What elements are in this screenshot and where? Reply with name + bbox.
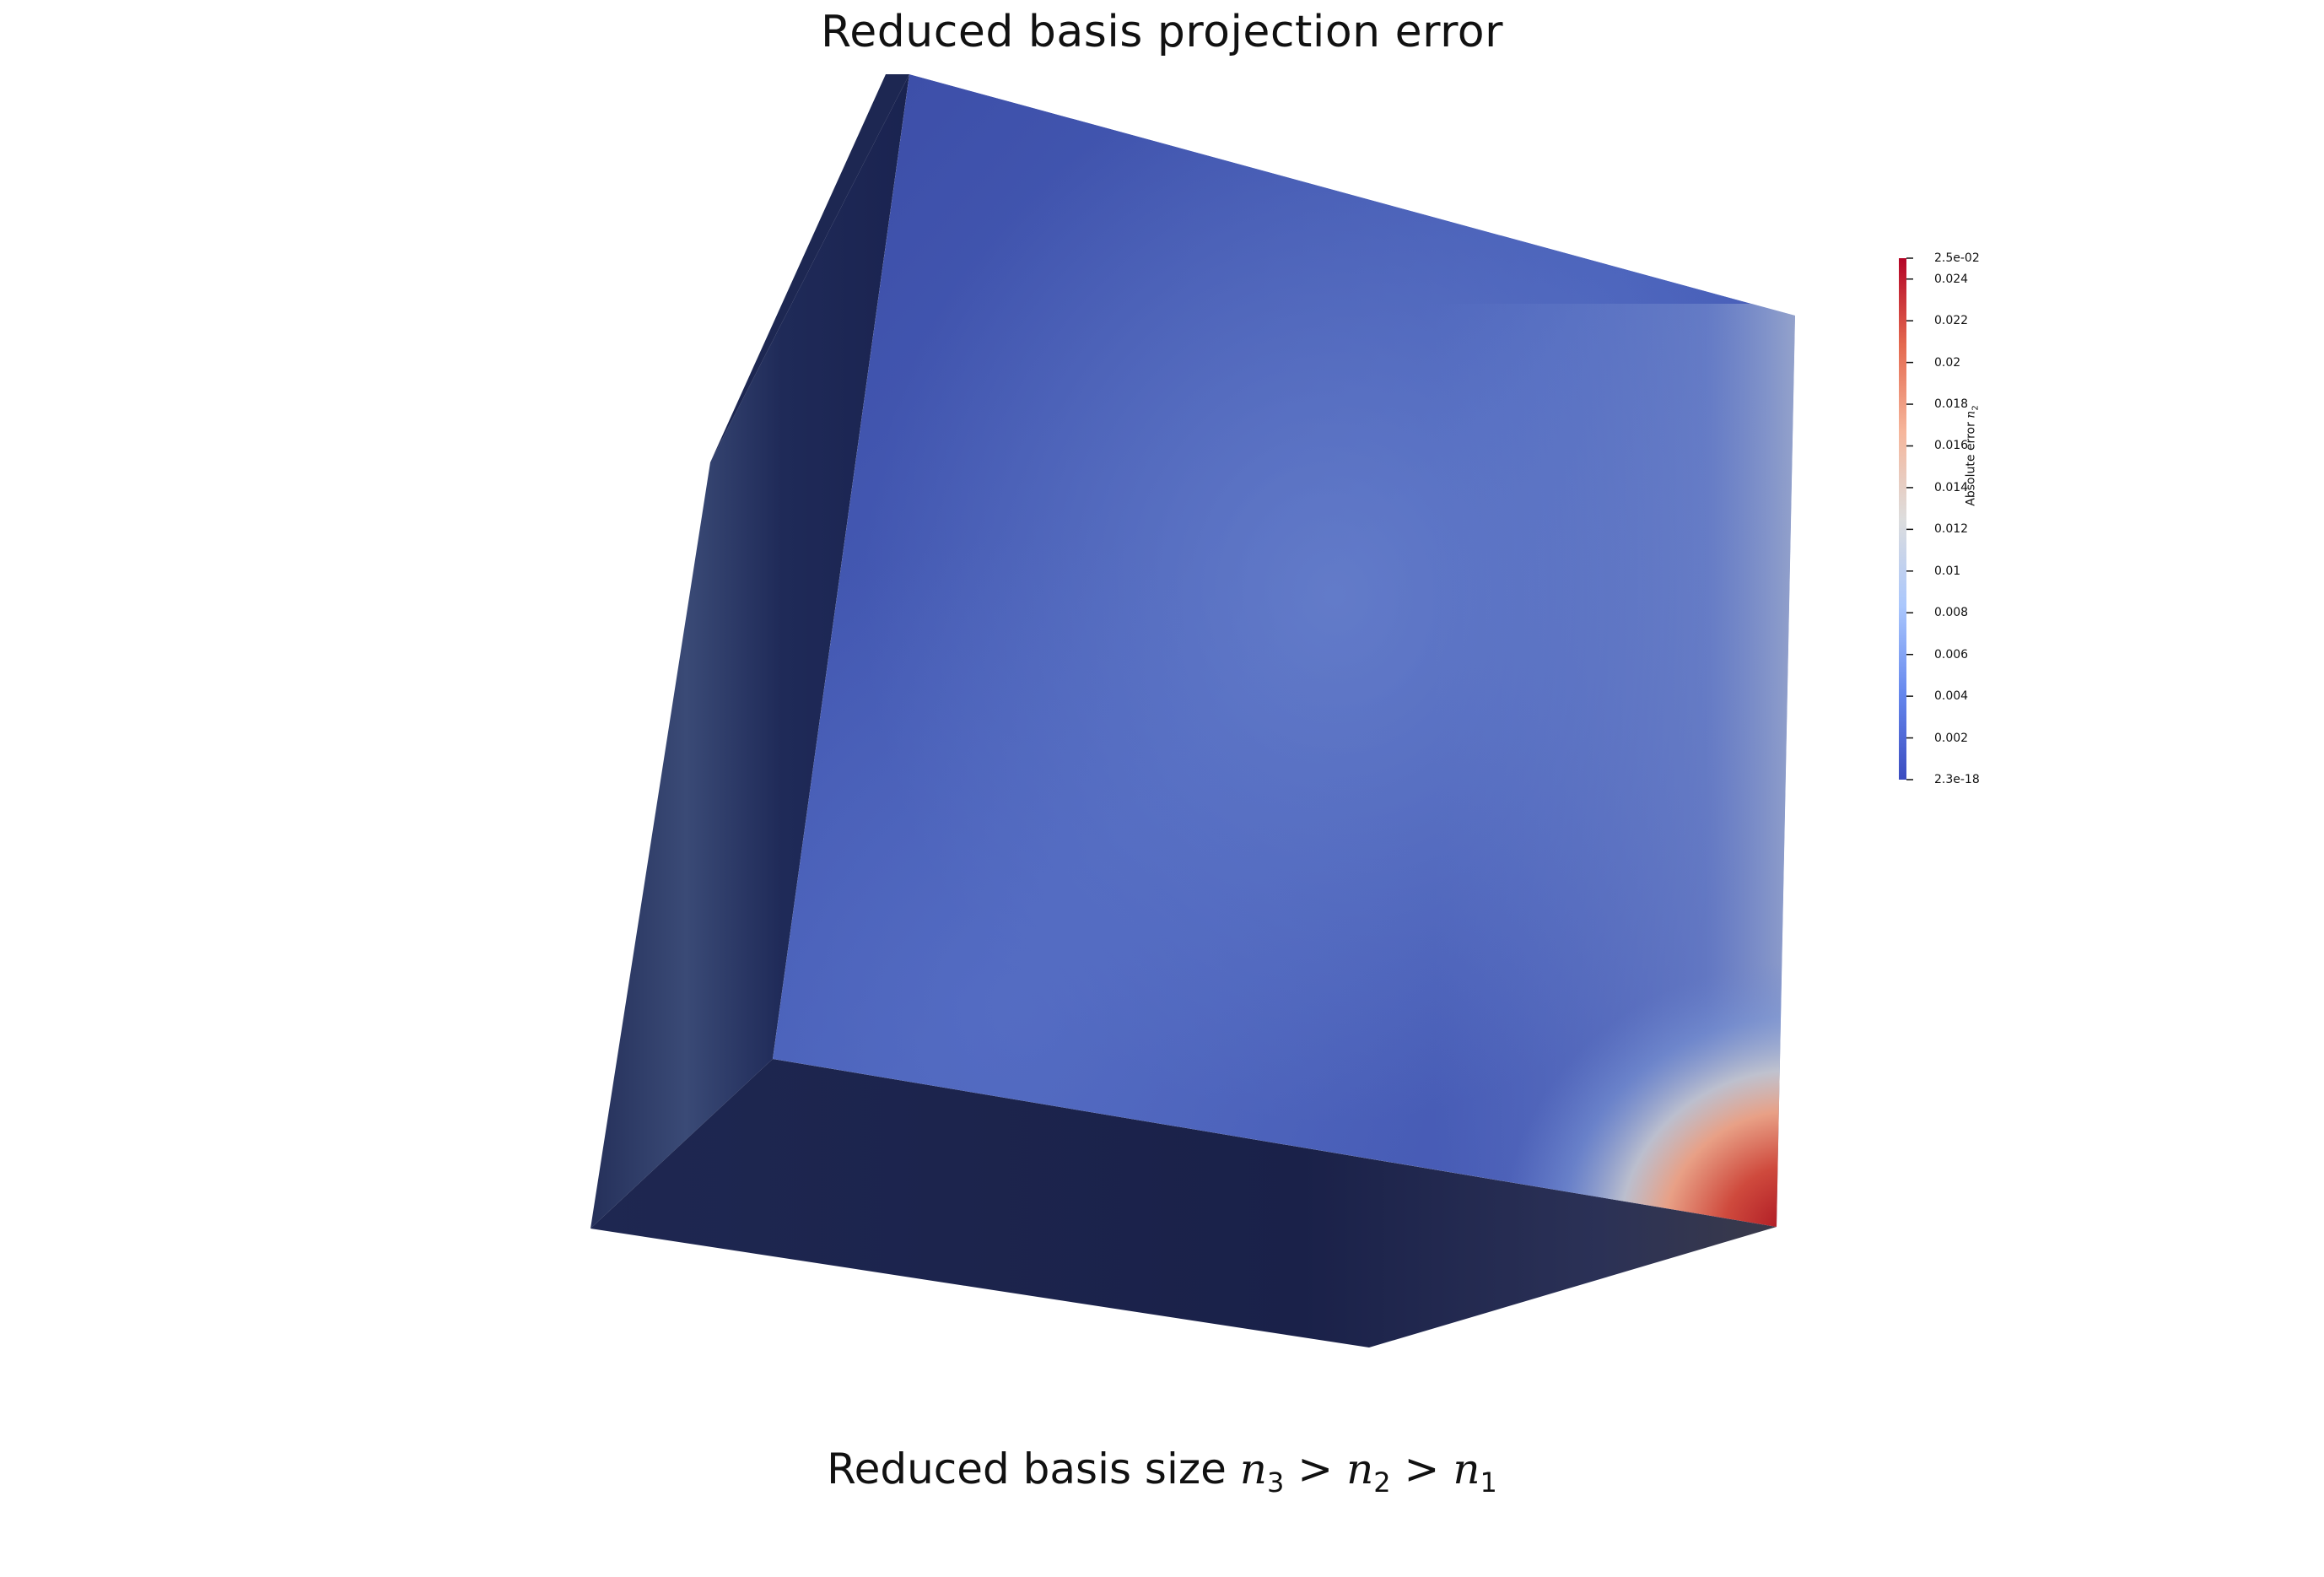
colorbar-tick-label: 0.022 [1934, 314, 1969, 328]
caption-sub1: 1 [1480, 1466, 1497, 1499]
colorbar-tick-label: 0.002 [1934, 731, 1969, 745]
caption-sub2: 2 [1373, 1466, 1391, 1499]
colorbar-tick-label: 0.01 [1934, 564, 1961, 578]
colorbar-tick-label: 0.006 [1934, 647, 1969, 662]
colorbar-title-sub: 2 [1971, 405, 1981, 411]
caption-n1: n [1453, 1445, 1480, 1493]
cube-front-face [773, 74, 1795, 1227]
colorbar-gradient [1899, 258, 1906, 780]
caption-sub3: 3 [1266, 1466, 1285, 1499]
cube-top-face [710, 74, 909, 462]
cube-left-face [590, 74, 909, 1229]
caption-n3: n [1239, 1445, 1267, 1493]
colorbar-tick-label: 0.018 [1934, 397, 1969, 412]
colorbar-tick-label: 0.02 [1934, 355, 1961, 370]
colorbar-title-text: Absolute error [1964, 418, 1978, 506]
colorbar-tick-label: 0.024 [1934, 272, 1969, 286]
caption-gt2: > [1404, 1445, 1440, 1493]
colorbar-tick-label: 2.5e-02 [1934, 251, 1980, 265]
figure-title: Reduced basis projection error [820, 7, 1503, 57]
colorbar-ticks [1906, 257, 1913, 780]
colorbar-tick-label: 0.004 [1934, 689, 1969, 704]
colorbar-tick-label: 0.014 [1934, 480, 1969, 494]
colorbar-tick-label: 0.012 [1934, 522, 1969, 537]
colorbar [1899, 257, 1913, 780]
colorbar-tick-label: 0.008 [1934, 606, 1969, 620]
colorbar-tick-label: 2.3e-18 [1934, 773, 1980, 786]
caption-prefix: Reduced basis size [827, 1445, 1240, 1493]
figure-caption: Reduced basis size n3 > n2 > n1 [0, 1445, 2324, 1499]
colorbar-tick-label: 0.016 [1934, 439, 1969, 453]
cube-bottom-face [590, 1059, 1777, 1347]
caption-n2: n [1346, 1445, 1374, 1493]
colorbar-title-var: n [1964, 410, 1978, 419]
caption-gt1: > [1297, 1445, 1334, 1493]
